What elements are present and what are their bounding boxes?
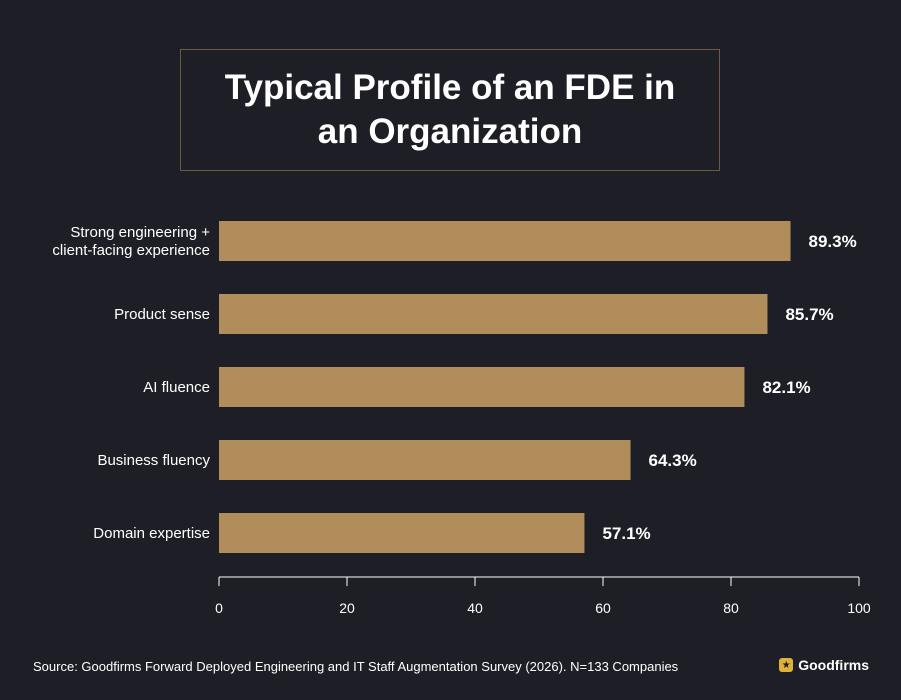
value-label: 85.7%: [785, 305, 833, 324]
bar: [219, 221, 791, 261]
x-tick-label: 40: [467, 600, 483, 616]
x-tick-label: 60: [595, 600, 611, 616]
star-icon: ★: [779, 658, 794, 672]
bar: [219, 440, 631, 480]
value-label: 89.3%: [809, 232, 857, 251]
source-note: Source: Goodfirms Forward Deployed Engin…: [33, 659, 679, 674]
bar: [219, 513, 585, 553]
bar: [219, 367, 745, 407]
value-label: 82.1%: [762, 378, 810, 397]
x-tick-label: 80: [723, 600, 739, 616]
title-box: Typical Profile of an FDE in an Organiza…: [180, 49, 720, 171]
category-label: Product sense: [114, 306, 210, 323]
value-label: 57.1%: [602, 524, 650, 543]
category-label: client-facing experience: [52, 242, 210, 259]
category-label: Strong engineering +: [70, 224, 210, 241]
x-tick-label: 0: [215, 600, 223, 616]
bar: [219, 294, 768, 334]
chart-title: Typical Profile of an FDE in an Organiza…: [224, 68, 676, 151]
value-label: 64.3%: [649, 451, 697, 470]
x-tick-label: 20: [339, 600, 355, 616]
category-label: AI fluence: [143, 379, 210, 396]
brand-name: Goodfirms: [798, 657, 869, 673]
category-label: Domain expertise: [93, 525, 210, 542]
x-tick-label: 100: [847, 600, 871, 616]
category-label: Business fluency: [97, 452, 210, 469]
brand-logo: ★ Goodfirms: [779, 657, 869, 673]
